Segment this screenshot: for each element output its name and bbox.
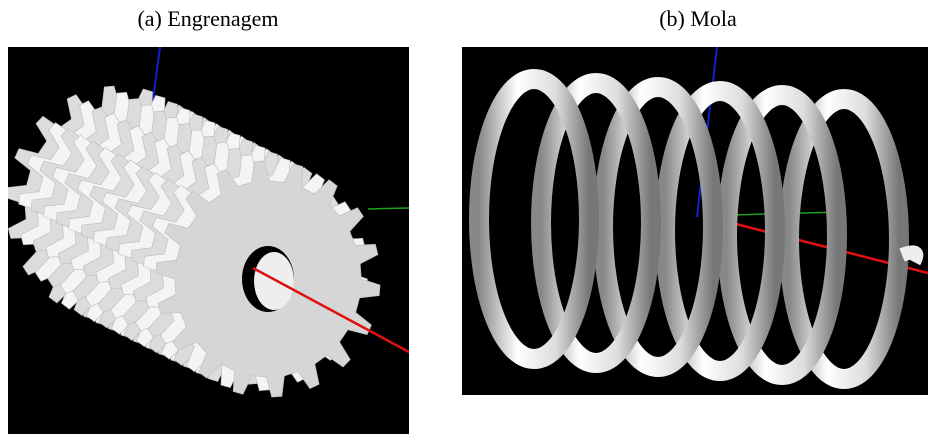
caption: (b) Mola (659, 6, 737, 32)
gear-render (8, 47, 409, 434)
axis-y (368, 208, 409, 209)
gear-hole-inner (254, 252, 294, 310)
spring-render (462, 47, 928, 395)
page: (a) Engrenagem (b) Mola (() => { const d… (0, 0, 929, 434)
caption: (a) Engrenagem (137, 6, 278, 32)
